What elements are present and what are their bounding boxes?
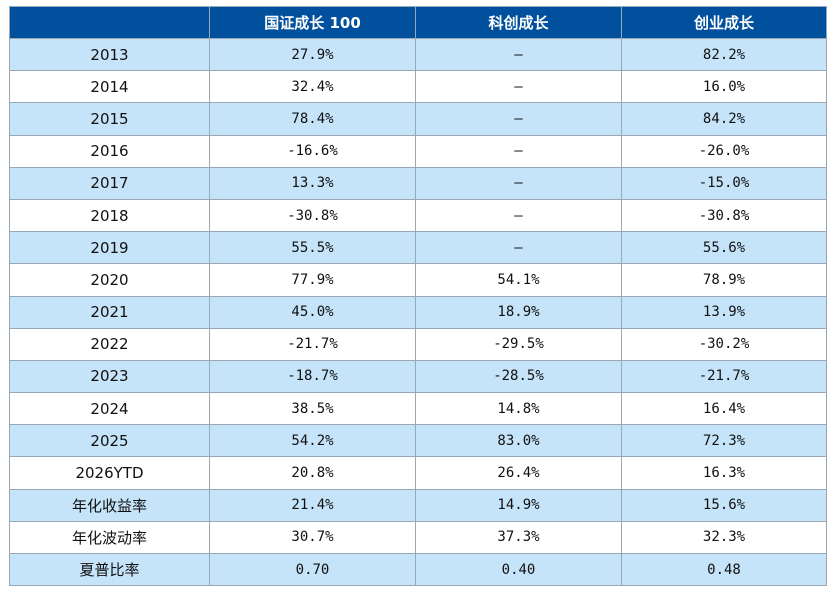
cell-kechuang: -29.5% bbox=[415, 327, 622, 361]
cell-chuangye: -15.0% bbox=[621, 166, 827, 200]
row-label: 2021 bbox=[9, 295, 210, 329]
cell-chuangye: -21.7% bbox=[621, 359, 827, 394]
cell-guozheng: 32.4% bbox=[209, 70, 416, 104]
cell-kechuang: 14.8% bbox=[415, 392, 622, 426]
cell-kechuang: 37.3% bbox=[415, 520, 622, 555]
row-label: 2023 bbox=[9, 359, 210, 394]
returns-table-container: 国证成长 100 科创成长 创业成长 2013 27.9% – 82.2% 20… bbox=[9, 6, 827, 587]
cell-guozheng: 20.8% bbox=[209, 456, 416, 490]
row-label: 2024 bbox=[9, 392, 210, 426]
cell-guozheng: 21.4% bbox=[209, 488, 416, 522]
table-row: 2018 -30.8% – -30.8% bbox=[9, 198, 827, 233]
header-corner bbox=[9, 6, 210, 39]
cell-kechuang: 18.9% bbox=[415, 295, 622, 329]
row-label: 2019 bbox=[9, 231, 210, 265]
cell-guozheng: 0.70 bbox=[209, 552, 416, 587]
table-row: 2015 78.4% – 84.2% bbox=[9, 102, 827, 136]
table-header-row: 国证成长 100 科创成长 创业成长 bbox=[9, 6, 827, 39]
table-row: 2014 32.4% – 16.0% bbox=[9, 70, 827, 104]
cell-chuangye: 16.0% bbox=[621, 70, 827, 104]
cell-kechuang: 26.4% bbox=[415, 456, 622, 490]
cell-kechuang: – bbox=[415, 102, 622, 136]
row-label: 2016 bbox=[9, 134, 210, 168]
cell-guozheng: -16.6% bbox=[209, 134, 416, 168]
cell-chuangye: 0.48 bbox=[621, 552, 827, 587]
table-row: 年化收益率 21.4% 14.9% 15.6% bbox=[9, 488, 827, 522]
cell-chuangye: 15.6% bbox=[621, 488, 827, 522]
cell-kechuang: 83.0% bbox=[415, 424, 622, 458]
table-row: 2025 54.2% 83.0% 72.3% bbox=[9, 424, 827, 458]
table-row: 2016 -16.6% – -26.0% bbox=[9, 134, 827, 168]
cell-chuangye: -30.8% bbox=[621, 198, 827, 233]
row-label: 2017 bbox=[9, 166, 210, 200]
cell-guozheng: 45.0% bbox=[209, 295, 416, 329]
table-row: 2026YTD 20.8% 26.4% 16.3% bbox=[9, 456, 827, 490]
cell-guozheng: 78.4% bbox=[209, 102, 416, 136]
table-row: 2013 27.9% – 82.2% bbox=[9, 37, 827, 72]
cell-chuangye: -26.0% bbox=[621, 134, 827, 168]
cell-guozheng: -21.7% bbox=[209, 327, 416, 361]
table-row: 2019 55.5% – 55.6% bbox=[9, 231, 827, 265]
cell-chuangye: 16.4% bbox=[621, 392, 827, 426]
table-row: 2021 45.0% 18.9% 13.9% bbox=[9, 295, 827, 329]
row-label: 2025 bbox=[9, 424, 210, 458]
cell-kechuang: – bbox=[415, 166, 622, 200]
row-label: 2022 bbox=[9, 327, 210, 361]
cell-kechuang: 54.1% bbox=[415, 263, 622, 297]
row-label: 2015 bbox=[9, 102, 210, 136]
cell-guozheng: 30.7% bbox=[209, 520, 416, 555]
cell-guozheng: 27.9% bbox=[209, 37, 416, 72]
cell-guozheng: -18.7% bbox=[209, 359, 416, 394]
cell-chuangye: 84.2% bbox=[621, 102, 827, 136]
cell-chuangye: 55.6% bbox=[621, 231, 827, 265]
cell-chuangye: 82.2% bbox=[621, 37, 827, 72]
row-label: 夏普比率 bbox=[9, 552, 210, 587]
table-row: 年化波动率 30.7% 37.3% 32.3% bbox=[9, 520, 827, 555]
row-label: 2014 bbox=[9, 70, 210, 104]
cell-chuangye: 32.3% bbox=[621, 520, 827, 555]
header-guozheng-growth-100: 国证成长 100 bbox=[209, 6, 416, 39]
cell-kechuang: -28.5% bbox=[415, 359, 622, 394]
header-kechuang-growth: 科创成长 bbox=[415, 6, 622, 39]
cell-kechuang: 0.40 bbox=[415, 552, 622, 587]
cell-kechuang: – bbox=[415, 70, 622, 104]
cell-chuangye: 72.3% bbox=[621, 424, 827, 458]
table-row: 夏普比率 0.70 0.40 0.48 bbox=[9, 552, 827, 587]
cell-kechuang: – bbox=[415, 198, 622, 233]
row-label: 2020 bbox=[9, 263, 210, 297]
table-row: 2017 13.3% – -15.0% bbox=[9, 166, 827, 200]
row-label: 年化波动率 bbox=[9, 520, 210, 555]
cell-chuangye: 78.9% bbox=[621, 263, 827, 297]
header-chuangye-growth: 创业成长 bbox=[621, 6, 827, 39]
cell-guozheng: 55.5% bbox=[209, 231, 416, 265]
cell-guozheng: 13.3% bbox=[209, 166, 416, 200]
table-row: 2020 77.9% 54.1% 78.9% bbox=[9, 263, 827, 297]
row-label: 年化收益率 bbox=[9, 488, 210, 522]
row-label: 2026YTD bbox=[9, 456, 210, 490]
cell-chuangye: -30.2% bbox=[621, 327, 827, 361]
table-row: 2022 -21.7% -29.5% -30.2% bbox=[9, 327, 827, 361]
cell-kechuang: – bbox=[415, 134, 622, 168]
cell-guozheng: 54.2% bbox=[209, 424, 416, 458]
cell-kechuang: – bbox=[415, 37, 622, 72]
cell-guozheng: -30.8% bbox=[209, 198, 416, 233]
cell-kechuang: – bbox=[415, 231, 622, 265]
cell-guozheng: 77.9% bbox=[209, 263, 416, 297]
table-row: 2023 -18.7% -28.5% -21.7% bbox=[9, 359, 827, 394]
cell-chuangye: 16.3% bbox=[621, 456, 827, 490]
cell-kechuang: 14.9% bbox=[415, 488, 622, 522]
returns-table: 国证成长 100 科创成长 创业成长 2013 27.9% – 82.2% 20… bbox=[9, 6, 827, 587]
row-label: 2013 bbox=[9, 37, 210, 72]
cell-guozheng: 38.5% bbox=[209, 392, 416, 426]
row-label: 2018 bbox=[9, 198, 210, 233]
cell-chuangye: 13.9% bbox=[621, 295, 827, 329]
table-row: 2024 38.5% 14.8% 16.4% bbox=[9, 392, 827, 426]
